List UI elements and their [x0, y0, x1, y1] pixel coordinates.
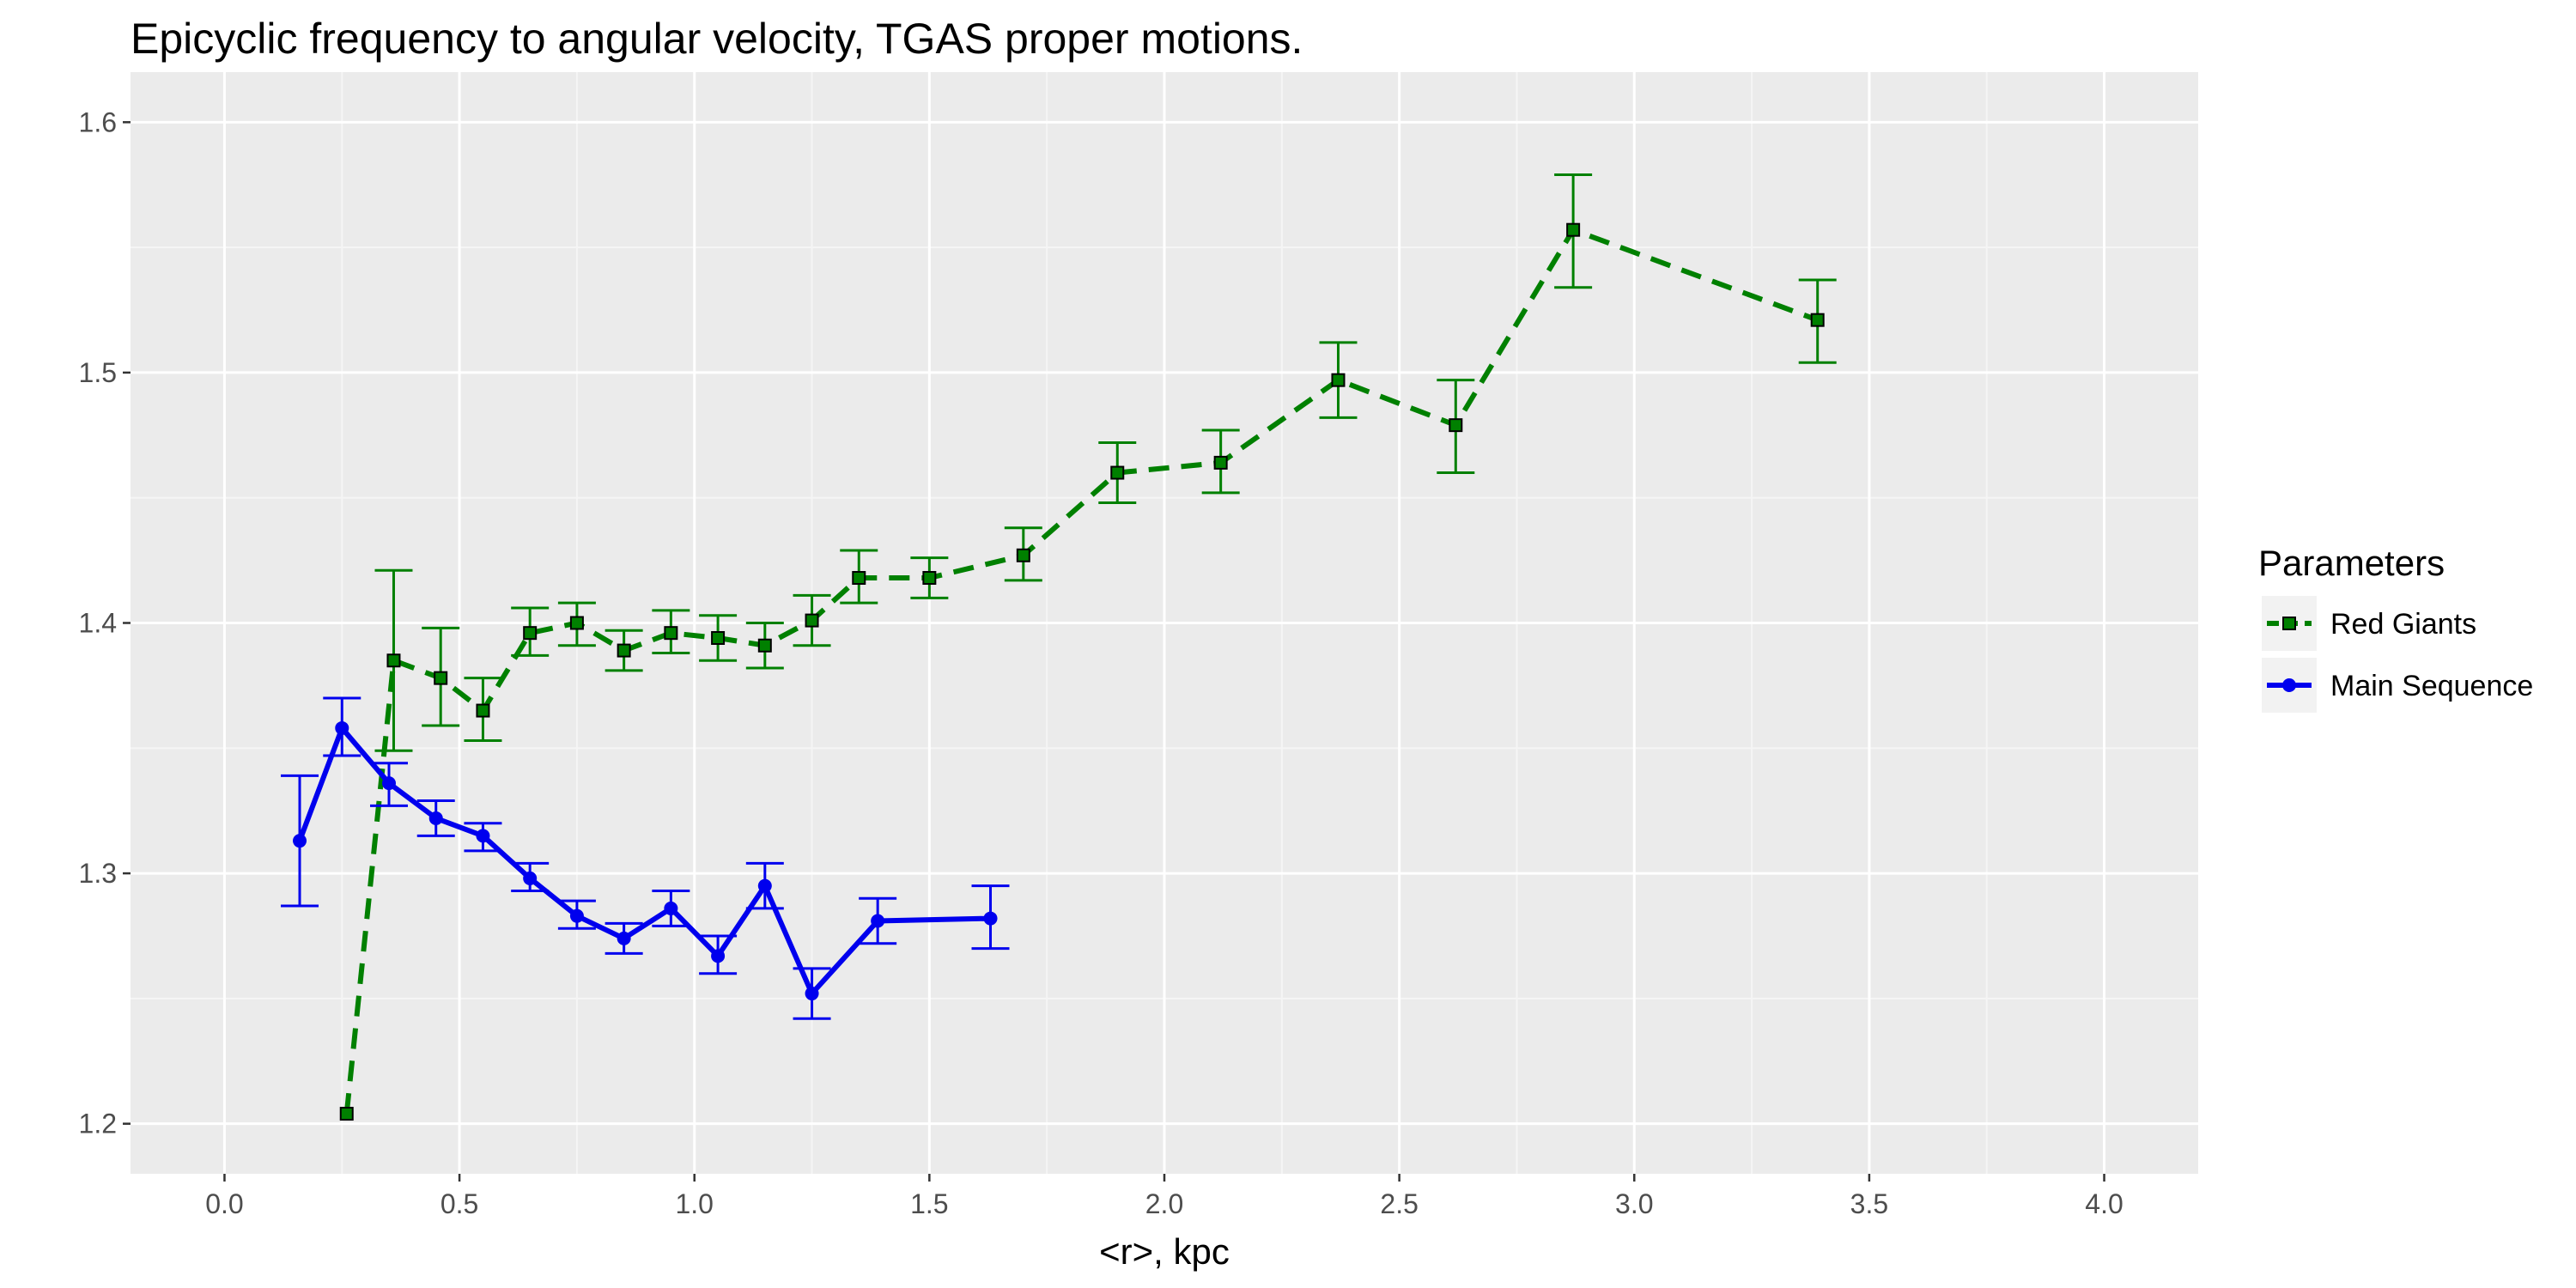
x-axis-title: <r>, kpc: [1099, 1231, 1230, 1272]
x-tick-label: 2.5: [1380, 1188, 1418, 1219]
legend-items: Red Giants Main Sequence: [2262, 596, 2533, 713]
x-tick-label: 3.0: [1615, 1188, 1653, 1219]
data-series: [281, 173, 1837, 1121]
data-point: [922, 571, 937, 586]
data-point: [1331, 373, 1346, 387]
data-point: [1110, 465, 1125, 480]
series-main-sequence: [281, 696, 1010, 1020]
data-point: [339, 1107, 354, 1121]
x-tick-label: 4.0: [2085, 1188, 2123, 1219]
legend-item-red-giants: Red Giants: [2262, 596, 2476, 651]
x-tick-label: 2.0: [1145, 1188, 1183, 1219]
legend-title: Parameters: [2258, 543, 2445, 583]
data-point: [434, 671, 448, 685]
data-point: [664, 626, 678, 641]
data-point: [523, 626, 538, 641]
series-red-giants: [339, 173, 1837, 1121]
data-point: [1016, 548, 1030, 562]
data-point: [569, 908, 584, 923]
legend-label: Red Giants: [2330, 608, 2476, 641]
grid-lines: [131, 72, 2198, 1174]
data-point: [476, 829, 490, 843]
x-tick-label: 1.0: [675, 1188, 713, 1219]
data-point: [569, 616, 584, 630]
data-point: [523, 871, 538, 885]
data-point: [1810, 313, 1825, 327]
data-point: [711, 949, 726, 963]
data-point: [617, 643, 631, 658]
x-tick-label: 0.0: [205, 1188, 243, 1219]
series-line: [343, 227, 1819, 1115]
data-point: [386, 653, 401, 668]
legend: Parameters Red Giants Main Sequence: [2258, 543, 2533, 713]
data-point: [664, 901, 678, 915]
data-point: [852, 571, 866, 586]
y-tick-label: 1.2: [79, 1109, 117, 1139]
y-tick-label: 1.4: [79, 608, 117, 639]
data-point: [428, 811, 443, 825]
data-point: [335, 720, 349, 735]
data-point: [805, 613, 819, 628]
data-point: [293, 834, 307, 848]
data-point: [757, 638, 772, 653]
data-point: [476, 703, 490, 718]
data-point: [757, 878, 772, 893]
x-tick-label: 1.5: [910, 1188, 948, 1219]
legend-key-marker: [2282, 617, 2296, 630]
series-line: [297, 726, 991, 997]
data-point: [871, 914, 885, 928]
data-point: [382, 776, 396, 791]
data-point: [617, 931, 631, 945]
legend-item-main-sequence: Main Sequence: [2262, 658, 2533, 713]
chart-title: Epicyclic frequency to angular velocity,…: [131, 15, 1303, 63]
legend-label: Main Sequence: [2330, 670, 2533, 702]
data-point: [1213, 455, 1228, 470]
data-point: [1449, 418, 1463, 433]
y-tick-label: 1.3: [79, 858, 117, 889]
x-tick-label: 3.5: [1850, 1188, 1888, 1219]
data-point: [805, 987, 819, 1001]
y-tick-label: 1.6: [79, 106, 117, 137]
legend-key-marker: [2282, 678, 2296, 692]
x-tick-label: 0.5: [440, 1188, 478, 1219]
data-point: [1566, 222, 1581, 237]
y-tick-label: 1.5: [79, 357, 117, 388]
axes: 0.0 0.5 1.0 1.5 2.0 2.5 3.0 3.5 4.0 1.2 1.3 1.4 1.5 1…: [79, 106, 2123, 1219]
data-point: [983, 911, 998, 926]
data-point: [711, 630, 726, 645]
